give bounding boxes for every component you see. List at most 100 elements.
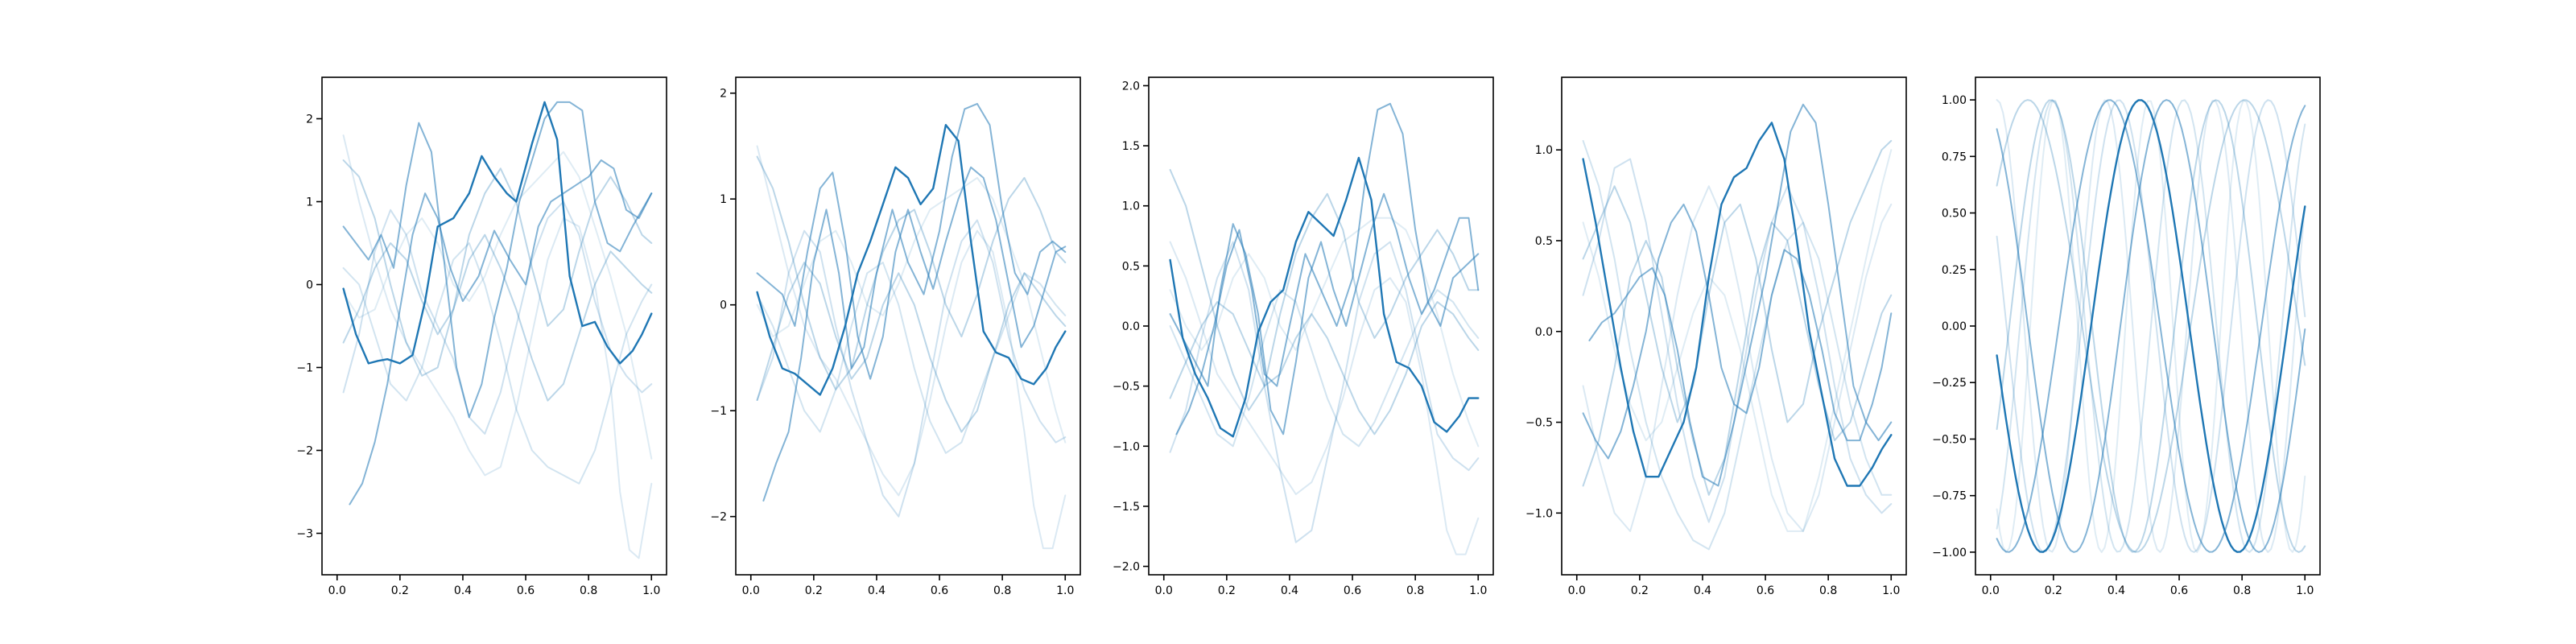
y-tick-label: −1: [710, 405, 727, 418]
x-tick-label: 0.4: [868, 584, 886, 597]
x-tick-label: 0.4: [1281, 584, 1298, 597]
x-tick-label: 0.0: [1982, 584, 2000, 597]
y-tick-label: −1: [296, 362, 313, 375]
series-line-5: [756, 262, 1067, 433]
series-line-7: [756, 262, 1067, 454]
y-tick-label: 2: [306, 114, 313, 126]
x-tick-label: 1.0: [1882, 584, 1900, 597]
y-tick-label: 0.25: [1942, 264, 1967, 277]
series-line-8: [1169, 241, 1480, 555]
subplot-2: 0.0 0.2 0.4 0.6 0.8 1.0 2 1 0 −1 −2: [710, 76, 1081, 597]
subplot-3: 0.0 0.2 0.4 0.6 0.8 1.0 2.0 1.5 1.0 0.5 0.0 −0.5 −1.…: [1113, 76, 1494, 597]
series-line-4: [756, 155, 1067, 390]
x-tick-label: 0.8: [1406, 584, 1424, 597]
x-tick-label: 0.6: [1344, 584, 1361, 597]
x-tick-label: 0.8: [580, 584, 597, 597]
y-tick-label: 0.75: [1942, 151, 1967, 163]
y-tick-label: 0.5: [1535, 235, 1553, 248]
y-tick-label: −2.0: [1113, 561, 1140, 574]
y-tick-label: 1: [720, 193, 727, 206]
x-tick-label: 0.6: [2170, 584, 2188, 597]
x-tick-label: 0.2: [805, 584, 823, 597]
y-tick-label: 2.0: [1122, 80, 1140, 93]
subplot-4: 0.0 0.2 0.4 0.6 0.8 1.0 1.0 0.5 0.0 −0.5 −1.0: [1525, 76, 1907, 597]
x-tick-label: 0.0: [742, 584, 760, 597]
series-line-3: [342, 101, 653, 419]
series-line-3: [756, 166, 1067, 380]
x-tick-label: 0.4: [2107, 584, 2125, 597]
series-line-1: [1996, 99, 2306, 553]
x-tick-label: 1.0: [1056, 584, 1074, 597]
series-line-7: [342, 242, 653, 485]
series-line-3: [1169, 192, 1480, 436]
x-tick-label: 0.4: [454, 584, 472, 597]
series-line-6: [342, 200, 653, 435]
series-line-1: [756, 124, 1067, 396]
series-line-3: [1996, 99, 2306, 553]
series-line-9: [1169, 217, 1480, 448]
x-tick-label: 1.0: [642, 584, 660, 597]
x-tick-label: 1.0: [2296, 584, 2314, 597]
x-tick-label: 0.8: [1819, 584, 1837, 597]
y-tick-label: −1.0: [1525, 507, 1553, 520]
y-tick-label: 0.00: [1942, 320, 1967, 333]
y-tick-label: 1.00: [1942, 94, 1967, 107]
x-tick-label: 0.4: [1694, 584, 1711, 597]
series-line-2: [762, 102, 1067, 502]
series-line-3: [1582, 203, 1893, 460]
axes-frame: [1561, 76, 1907, 576]
x-tick-label: 0.2: [1218, 584, 1236, 597]
x-tick-label: 0.2: [391, 584, 409, 597]
y-tick-label: 1.0: [1122, 200, 1140, 213]
axes-frame: [735, 76, 1081, 576]
subplot-5: 0.0 0.2 0.4 0.6 0.8 1.0 1.00 0.75 0.50 0.25 0.00 −0…: [1932, 76, 2321, 597]
y-tick-label: −0.75: [1932, 490, 1967, 503]
series-line-2: [1996, 99, 2306, 553]
series-line-9: [1996, 100, 2306, 553]
x-tick-label: 0.2: [1631, 584, 1649, 597]
y-tick-label: 1: [306, 196, 313, 209]
y-tick-label: −1.5: [1113, 501, 1140, 514]
series-line-4: [1169, 168, 1480, 411]
y-tick-label: 0.50: [1942, 208, 1967, 221]
x-tick-label: 0.8: [993, 584, 1011, 597]
series-line-8: [756, 145, 1067, 550]
series-line-5: [1996, 99, 2306, 553]
y-tick-label: 0: [720, 299, 727, 312]
y-tick-label: 0.0: [1122, 320, 1140, 333]
x-tick-label: 0.0: [328, 584, 346, 597]
series-line-1: [1582, 122, 1893, 487]
series-line-6: [1169, 241, 1480, 543]
y-tick-label: −3: [296, 528, 313, 541]
x-tick-label: 0.0: [1155, 584, 1173, 597]
series-line-7: [1169, 289, 1480, 448]
series-line-9: [1582, 149, 1893, 532]
series-line-2: [1175, 102, 1480, 436]
x-tick-label: 0.6: [1757, 584, 1774, 597]
y-tick-label: 1.5: [1122, 140, 1140, 153]
series-line-2: [1588, 103, 1893, 487]
y-tick-label: 1.0: [1535, 144, 1553, 157]
x-tick-label: 1.0: [1469, 584, 1487, 597]
series-line-2: [349, 159, 653, 506]
y-tick-label: −2: [296, 445, 313, 458]
series-line-4: [342, 159, 653, 377]
y-tick-label: −2: [710, 511, 727, 524]
axes-frame: [321, 76, 667, 576]
series-line-1: [342, 101, 653, 365]
x-tick-label: 0.0: [1568, 584, 1586, 597]
y-tick-label: 0.5: [1122, 260, 1140, 273]
y-tick-label: 0.0: [1535, 326, 1553, 339]
y-tick-label: −0.25: [1932, 377, 1967, 390]
y-tick-label: −0.5: [1525, 417, 1553, 430]
y-tick-label: 2: [720, 88, 727, 101]
x-tick-label: 0.2: [2045, 584, 2062, 597]
x-tick-label: 0.6: [517, 584, 535, 597]
y-tick-label: −0.5: [1113, 381, 1140, 394]
y-tick-label: −1.0: [1113, 440, 1140, 453]
y-tick-label: 0: [306, 279, 313, 292]
series-line-5: [342, 233, 653, 402]
y-tick-label: −0.50: [1932, 433, 1967, 446]
